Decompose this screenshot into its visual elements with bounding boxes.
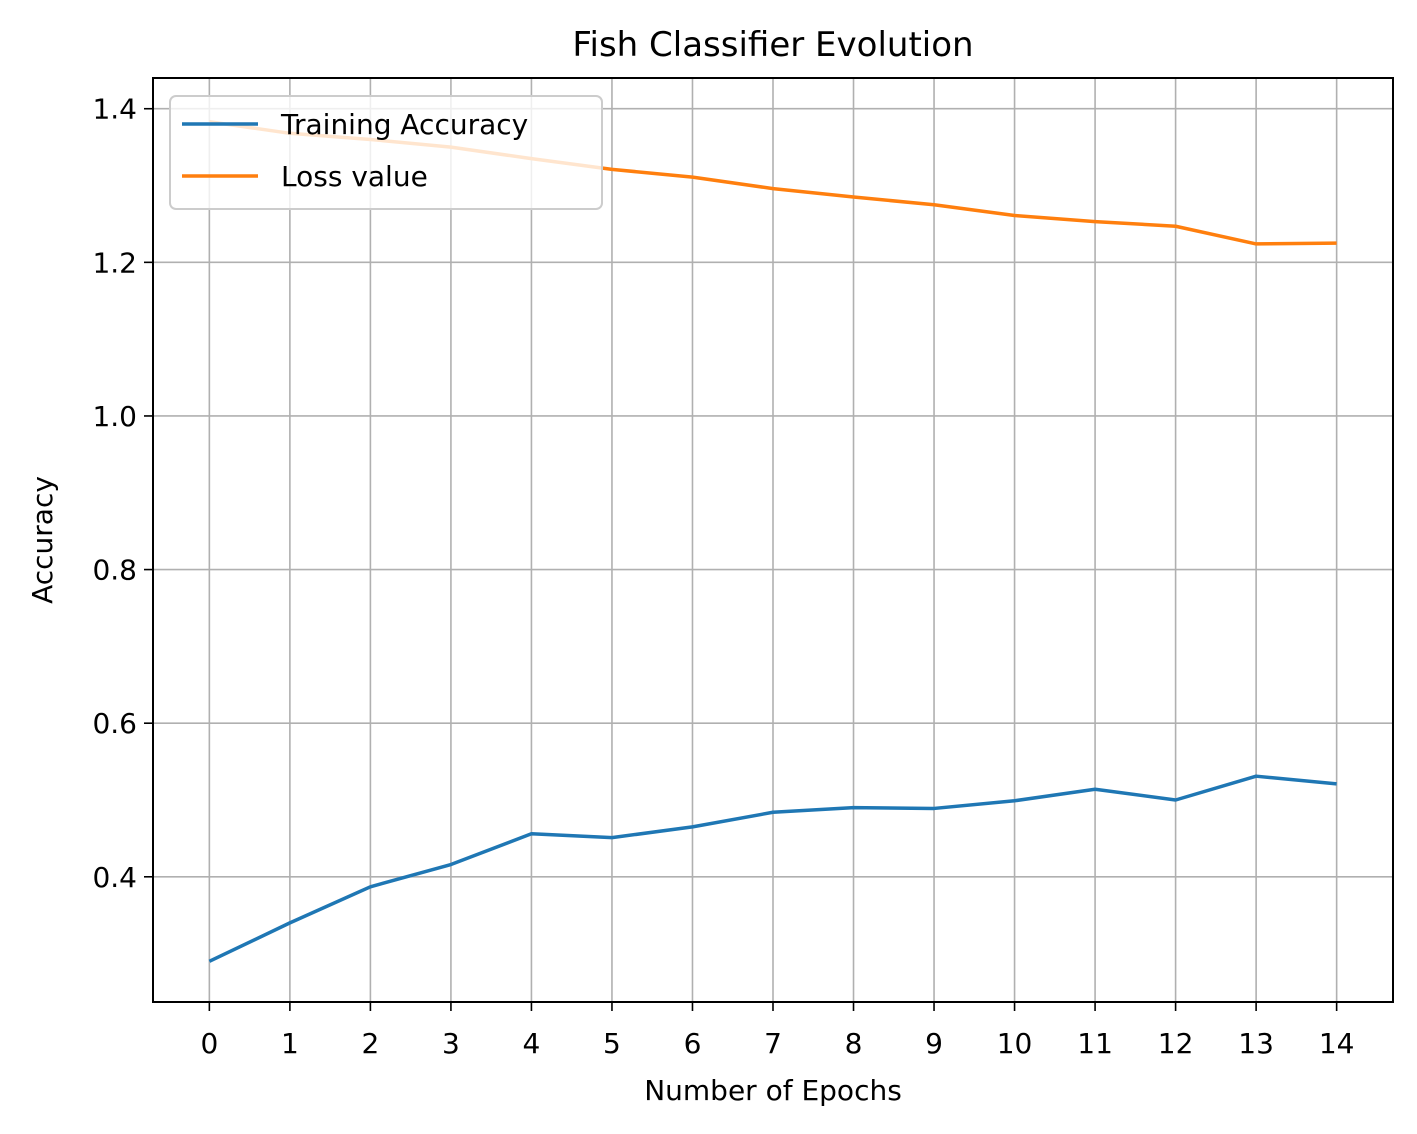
y-tick-label: 0.8 [92, 554, 137, 587]
x-tick-label: 13 [1238, 1027, 1274, 1060]
y-axis: 0.4 0.6 0.8 1.0 1.2 1.4 [92, 93, 153, 894]
x-tick-label: 1 [281, 1027, 299, 1060]
x-tick-label: 9 [925, 1027, 943, 1060]
x-tick-label: 0 [200, 1027, 218, 1060]
y-tick-label: 0.6 [92, 707, 137, 740]
x-tick-label: 10 [997, 1027, 1033, 1060]
legend: Training Accuracy Loss value [169, 95, 603, 210]
x-tick-label: 6 [684, 1027, 702, 1060]
x-tick-label: 4 [523, 1027, 541, 1060]
x-tick-label: 12 [1158, 1027, 1194, 1060]
legend-label-loss-value: Loss value [281, 160, 428, 193]
x-tick-label: 3 [442, 1027, 460, 1060]
chart-title: Fish Classifier Evolution [572, 25, 973, 65]
legend-label-training-accuracy: Training Accuracy [280, 108, 528, 141]
x-tick-label: 2 [361, 1027, 379, 1060]
legend-box [169, 95, 603, 210]
y-tick-label: 1.2 [92, 246, 137, 279]
x-tick-label: 8 [845, 1027, 863, 1060]
x-tick-label: 11 [1077, 1027, 1113, 1060]
y-tick-label: 1.4 [92, 93, 137, 126]
x-tick-label: 5 [603, 1027, 621, 1060]
x-tick-label: 7 [764, 1027, 782, 1060]
x-tick-label: 14 [1319, 1027, 1355, 1060]
y-axis-label: Accuracy [26, 476, 59, 604]
y-tick-label: 1.0 [92, 400, 137, 433]
x-axis-label: Number of Epochs [644, 1074, 902, 1107]
y-tick-label: 0.4 [92, 861, 137, 894]
grid-lines [153, 78, 1393, 1002]
x-axis: 0 1 2 3 4 5 6 7 8 9 10 11 12 13 14 [200, 1002, 1354, 1060]
